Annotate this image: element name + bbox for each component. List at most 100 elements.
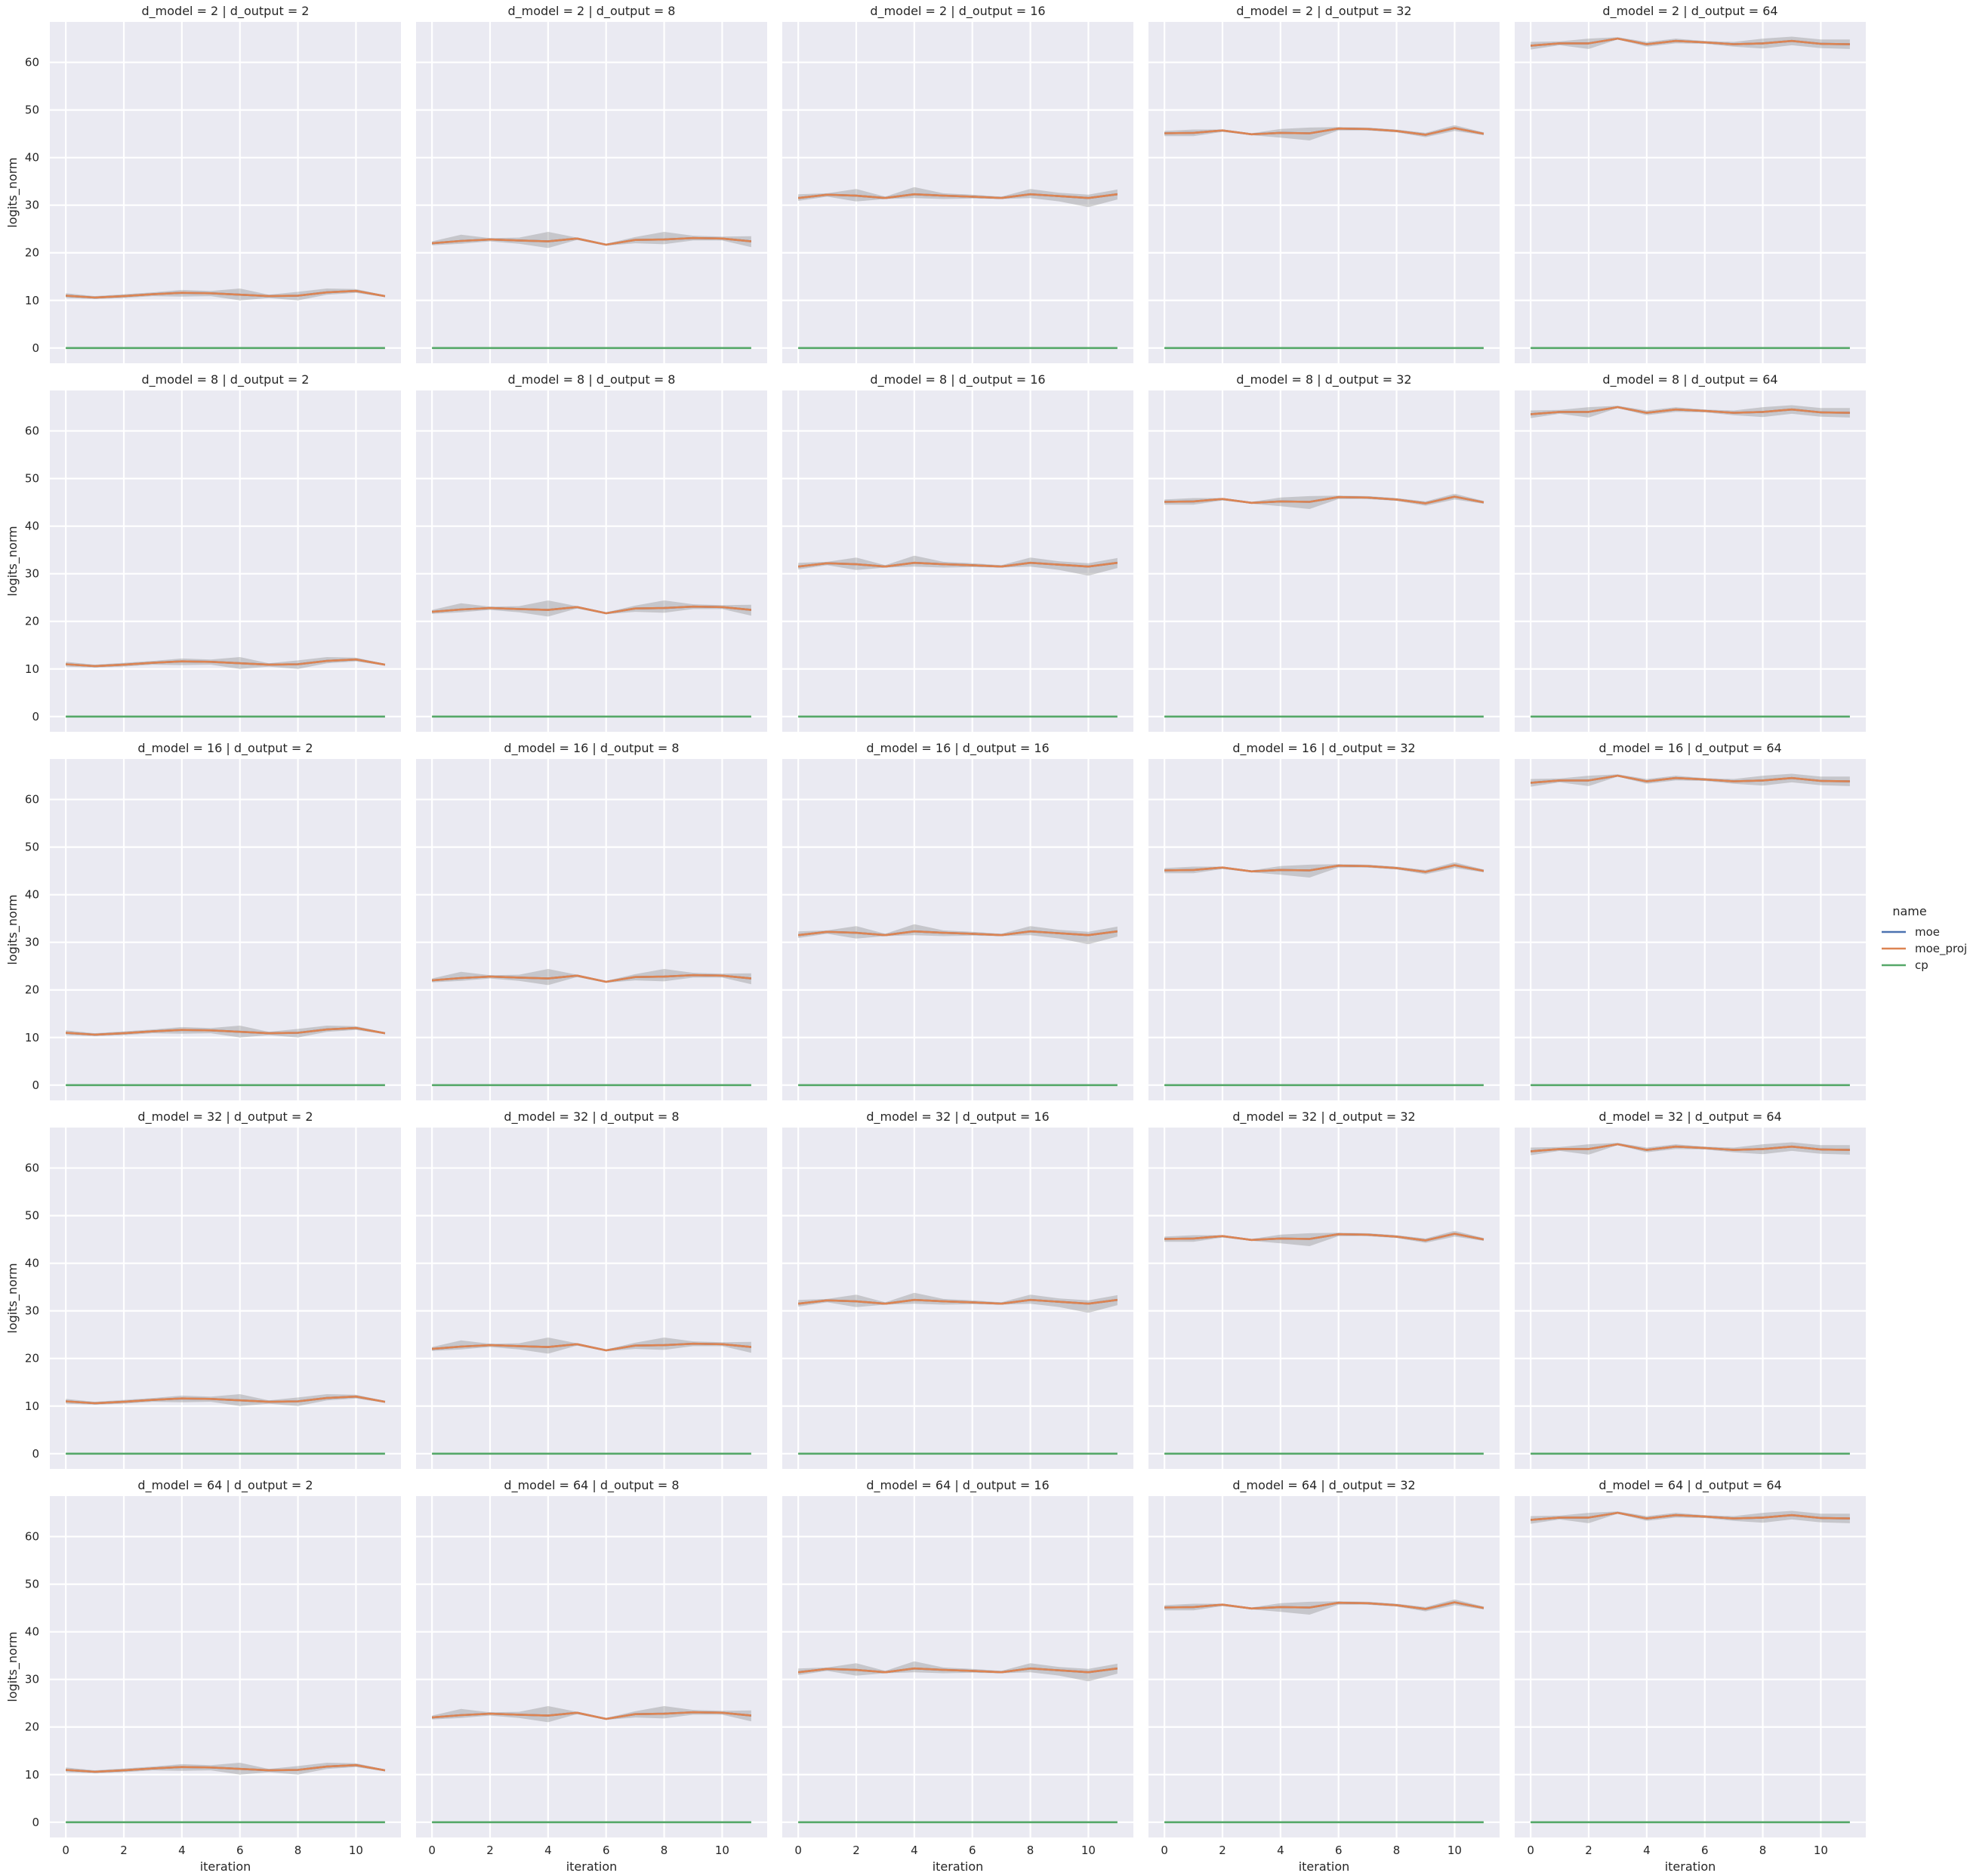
x-tick-label: 6: [236, 1844, 244, 1857]
y-tick-label: 40: [25, 1625, 39, 1639]
panel-background: [50, 1128, 401, 1469]
x-tick-label: 8: [294, 1844, 302, 1857]
panel-title: d_model = 64 | d_output = 16: [866, 1478, 1049, 1493]
x-tick-label: 2: [486, 1844, 494, 1857]
panel-r2-c3: d_model = 16 | d_output = 32: [1148, 741, 1500, 1100]
panel-r0-c3: d_model = 2 | d_output = 32: [1148, 4, 1500, 363]
panel-r1-c3: d_model = 8 | d_output = 32: [1148, 372, 1500, 732]
series-line-moe_proj: [1164, 1601, 1484, 1610]
y-tick-label: 30: [25, 1673, 39, 1686]
confidence-band: [432, 969, 751, 986]
panel-title: d_model = 2 | d_output = 64: [1602, 4, 1777, 19]
x-tick-label: 0: [1527, 1844, 1534, 1857]
panel-background: [782, 1496, 1133, 1837]
y-tick-label: 10: [25, 662, 39, 676]
series-line-moe_proj: [66, 289, 386, 299]
panel-r4-c4: d_model = 64 | d_output = 64 0 2 4 6 8 10 itera…: [1515, 1478, 1866, 1874]
panel-background: [50, 1496, 401, 1837]
series-line-moe_proj: [797, 1667, 1118, 1674]
x-axis-label: iteration: [1665, 1859, 1716, 1874]
series-line-moe_proj: [1164, 127, 1484, 136]
series-line-moe_proj: [797, 193, 1118, 199]
panel-title: d_model = 8 | d_output = 2: [142, 372, 310, 387]
y-tick-label: 50: [25, 103, 39, 117]
panel-background: [782, 1128, 1133, 1469]
confidence-band: [1164, 493, 1484, 509]
confidence-band: [1164, 1230, 1484, 1246]
panel-title: d_model = 8 | d_output = 32: [1236, 372, 1411, 387]
x-tick-label: 4: [1277, 1844, 1284, 1857]
y-axis-label: logits_norm: [5, 1631, 20, 1702]
y-tick-label: 0: [32, 1816, 39, 1829]
y-tick-label: 50: [25, 472, 39, 486]
y-tick-label: 60: [25, 424, 39, 438]
y-tick-label: 20: [25, 246, 39, 260]
panel-title: d_model = 8 | d_output = 64: [1602, 372, 1777, 387]
y-tick-label: 20: [25, 983, 39, 997]
x-tick-label: 10: [349, 1844, 363, 1857]
panel-r2-c2: d_model = 16 | d_output = 16: [782, 741, 1133, 1100]
x-tick-label: 6: [1335, 1844, 1343, 1857]
y-tick-label: 50: [25, 1578, 39, 1591]
y-tick-label: 0: [32, 1447, 39, 1461]
panel-title: d_model = 16 | d_output = 2: [137, 741, 313, 756]
y-axis-label: logits_norm: [5, 1263, 20, 1333]
panel-title: d_model = 32 | d_output = 16: [866, 1109, 1049, 1125]
series-line-moe_proj: [1164, 864, 1484, 873]
panel-r1-c2: d_model = 8 | d_output = 16: [782, 372, 1133, 732]
panel-r1-c4: d_model = 8 | d_output = 64: [1515, 372, 1866, 732]
x-tick-label: 4: [911, 1844, 918, 1857]
panel-title: d_model = 16 | d_output = 8: [504, 741, 679, 756]
panel-r4-c2: d_model = 64 | d_output = 16 0 2 4 6 8 10 itera…: [782, 1478, 1133, 1874]
panel-background: [1148, 1496, 1500, 1837]
series-line-moe_proj: [431, 1342, 752, 1352]
x-tick-label: 10: [1081, 1844, 1096, 1857]
x-tick-label: 0: [62, 1844, 69, 1857]
panel-background: [1148, 390, 1500, 732]
panel-title: d_model = 32 | d_output = 2: [137, 1109, 313, 1125]
panel-background: [1515, 1496, 1866, 1837]
panel-title: d_model = 32 | d_output = 32: [1232, 1109, 1415, 1125]
x-tick-label: 0: [428, 1844, 436, 1857]
y-tick-label: 30: [25, 936, 39, 949]
legend-label-moe_proj: moe_proj: [1915, 942, 1967, 956]
x-tick-label: 10: [1814, 1844, 1828, 1857]
panel-background: [1515, 1128, 1866, 1469]
panel-title: d_model = 64 | d_output = 2: [137, 1478, 313, 1493]
x-tick-label: 4: [178, 1844, 186, 1857]
legend-title: name: [1892, 904, 1926, 918]
panel-r1-c1: d_model = 8 | d_output = 8: [416, 372, 767, 732]
x-tick-label: 4: [544, 1844, 552, 1857]
panel-background: [50, 759, 401, 1100]
panel-background: [1515, 759, 1866, 1100]
panel-title: d_model = 8 | d_output = 8: [508, 372, 676, 387]
panel-title: d_model = 64 | d_output = 32: [1232, 1478, 1415, 1493]
panel-background: [50, 22, 401, 363]
y-tick-label: 10: [25, 1399, 39, 1413]
panel-title: d_model = 2 | d_output = 32: [1236, 4, 1411, 19]
y-tick-label: 40: [25, 151, 39, 165]
panel-r4-c0: d_model = 64 | d_output = 20102030405060…: [5, 1478, 401, 1874]
y-tick-label: 20: [25, 1720, 39, 1734]
series-line-moe_proj: [1164, 495, 1484, 504]
panel-background: [1148, 22, 1500, 363]
y-tick-label: 0: [32, 341, 39, 355]
series-line-moe_proj: [1530, 406, 1850, 415]
panel-title: d_model = 16 | d_output = 16: [866, 741, 1049, 756]
panel-r2-c4: d_model = 16 | d_output = 64: [1515, 741, 1866, 1100]
panel-title: d_model = 32 | d_output = 64: [1599, 1109, 1781, 1125]
series-line-moe_proj: [1164, 1233, 1484, 1242]
y-tick-label: 60: [25, 1162, 39, 1175]
x-tick-label: 8: [661, 1844, 668, 1857]
x-tick-label: 2: [120, 1844, 128, 1857]
x-tick-label: 2: [1585, 1844, 1592, 1857]
series-line-moe_proj: [1530, 1143, 1850, 1152]
confidence-band: [1164, 1599, 1484, 1615]
x-tick-label: 0: [794, 1844, 802, 1857]
x-tick-label: 8: [1393, 1844, 1401, 1857]
panel-title: d_model = 2 | d_output = 2: [142, 4, 310, 19]
panel-title: d_model = 2 | d_output = 8: [508, 4, 676, 19]
series-line-moe_proj: [431, 236, 752, 246]
series-line-moe_proj: [797, 1298, 1118, 1305]
